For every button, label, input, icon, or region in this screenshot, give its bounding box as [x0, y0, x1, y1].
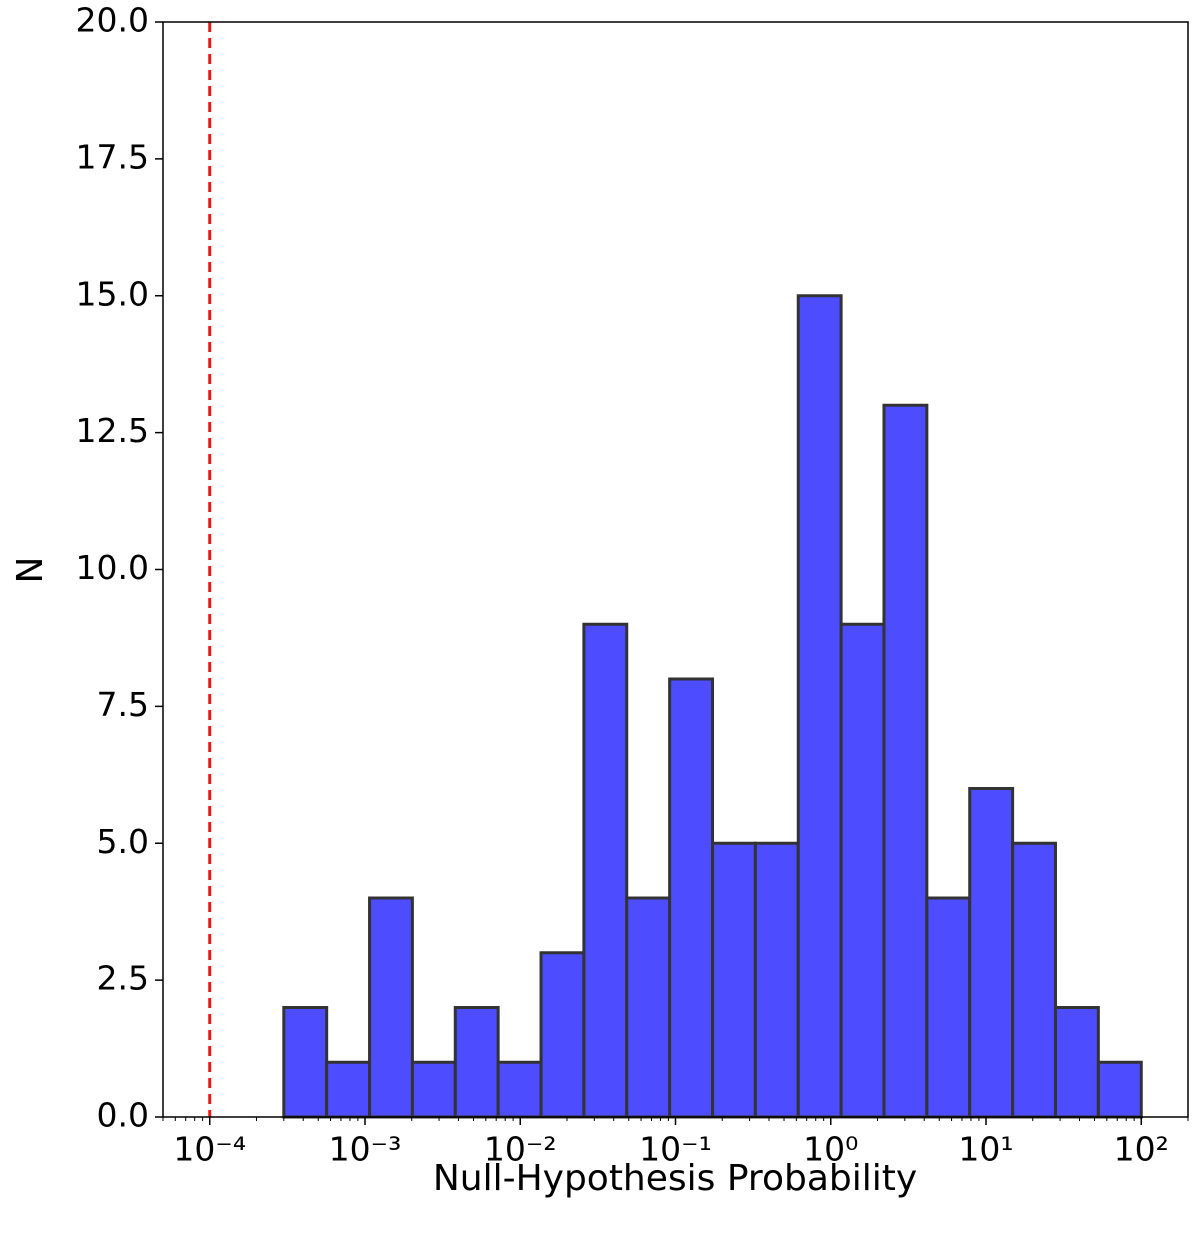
y-tick-label: 0.0 [97, 1096, 149, 1135]
y-tick-label: 17.5 [76, 137, 149, 176]
y-tick-label: 10.0 [76, 548, 149, 587]
bar [796, 294, 843, 1119]
bar [839, 622, 886, 1119]
bar [753, 841, 800, 1119]
y-tick-label: 12.5 [76, 411, 149, 450]
y-tick-label: 15.0 [76, 274, 149, 313]
x-tick-label: 10⁻¹ [639, 1130, 712, 1169]
bar [453, 1006, 500, 1119]
x-tick-label: 10⁻⁴ [173, 1130, 246, 1169]
x-tick-label: 10² [1114, 1130, 1169, 1169]
bar [625, 896, 672, 1119]
bar [1096, 1060, 1143, 1119]
bar [582, 622, 629, 1119]
bar [496, 1060, 543, 1119]
bar [925, 896, 972, 1119]
bar [1011, 841, 1057, 1119]
x-tick-label: 10⁰ [803, 1130, 858, 1169]
bar [882, 403, 929, 1119]
y-tick-label: 5.0 [97, 822, 149, 861]
bar [325, 1060, 372, 1119]
x-tick-label: 10¹ [958, 1130, 1013, 1169]
bar [968, 787, 1015, 1119]
y-tick-label: 2.5 [97, 959, 149, 998]
bar [368, 896, 414, 1119]
y-axis-label: N [10, 557, 51, 584]
x-tick-label: 10⁻³ [329, 1130, 402, 1169]
bar [539, 951, 586, 1119]
bar [1053, 1006, 1100, 1119]
x-tick-label: 10⁻² [484, 1130, 557, 1169]
y-tick-label: 7.5 [97, 685, 149, 724]
bar [711, 841, 757, 1119]
bar [668, 677, 715, 1119]
bar [410, 1060, 457, 1119]
y-tick-label: 20.0 [76, 1, 149, 40]
bar [282, 1006, 329, 1119]
x-axis-label: Null-Hypothesis Probability [433, 1158, 917, 1199]
